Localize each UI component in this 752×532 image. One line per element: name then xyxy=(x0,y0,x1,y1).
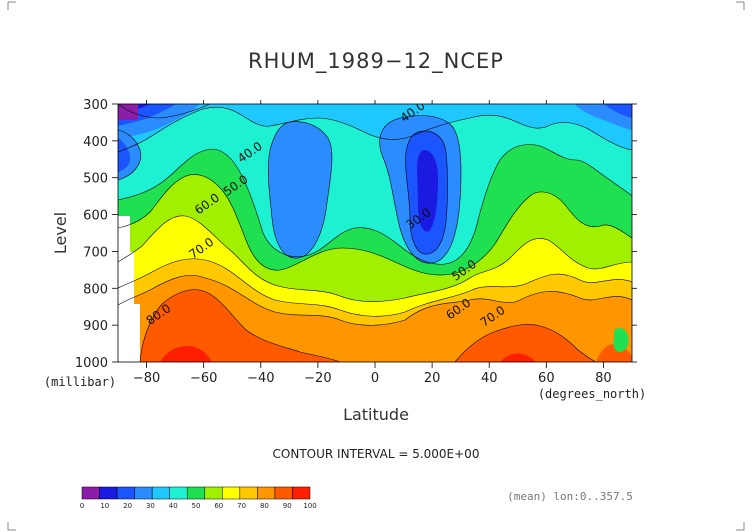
y-tick-label: 900 xyxy=(83,319,108,334)
colorbar-label: 90 xyxy=(283,502,292,510)
colorbar-swatch xyxy=(116,486,135,500)
colorbar-label: 60 xyxy=(214,502,223,510)
x-axis-label: Latitude xyxy=(343,405,409,424)
x-tick-label: −60 xyxy=(190,371,217,386)
colorbar-swatch xyxy=(81,486,100,500)
x-tick-label: −80 xyxy=(133,371,160,386)
y-tick-label: 400 xyxy=(83,135,108,150)
colorbar-label: 50 xyxy=(192,502,201,510)
y-tick-label: 1000 xyxy=(75,356,108,371)
x-tick-label: −20 xyxy=(304,371,331,386)
colorbar-swatch xyxy=(257,486,276,500)
y-axis-unit: (millibar) xyxy=(44,375,116,389)
x-axis-ticks: −80 −60 −40 −20 0 20 40 60 80 xyxy=(133,100,612,386)
colorbar-swatch xyxy=(151,486,170,500)
colorbar-swatch xyxy=(169,486,188,500)
colorbar-swatch xyxy=(134,486,153,500)
colorbar-label: 100 xyxy=(303,502,316,510)
chart-title: RHUM_1989−12_NCEP xyxy=(248,49,504,74)
contour-field: 40.040.050.060.070.030.050.060.0 70.080.0 xyxy=(118,104,632,362)
x-tick-label: 0 xyxy=(371,371,379,386)
x-tick-label: −40 xyxy=(247,371,274,386)
colorbar-swatch xyxy=(239,486,258,500)
y-tick-label: 600 xyxy=(83,209,108,224)
y-axis-label: Level xyxy=(51,212,70,254)
y-tick-label: 500 xyxy=(83,172,108,187)
x-tick-label: 60 xyxy=(538,371,555,386)
colorbar-label: 10 xyxy=(100,502,109,510)
contour-lines xyxy=(118,104,632,362)
colorbar-swatch xyxy=(222,486,241,500)
colorbar-swatch xyxy=(274,486,293,500)
y-tick-label: 800 xyxy=(83,282,108,297)
contour-interval: CONTOUR INTERVAL = 5.000E+00 xyxy=(273,447,480,461)
x-tick-label: 80 xyxy=(595,371,612,386)
y-tick-label: 700 xyxy=(83,245,108,260)
footer-note: (mean) lon:0..357.5 xyxy=(507,490,633,503)
colorbar-swatch xyxy=(204,486,223,500)
colorbar-label: 0 xyxy=(80,502,84,510)
x-tick-label: 20 xyxy=(424,371,441,386)
colorbar-label: 20 xyxy=(123,502,132,510)
x-tick-label: 40 xyxy=(481,371,498,386)
colorbar-swatch xyxy=(99,486,118,500)
y-axis-ticks: 300 400 500 600 700 800 900 1000 xyxy=(75,98,637,371)
colorbar-label: 40 xyxy=(169,502,178,510)
y-tick-label: 300 xyxy=(83,98,108,113)
colorbar-label: 30 xyxy=(146,502,155,510)
corner-marks xyxy=(7,1,745,531)
colorbar-label: 70 xyxy=(237,502,246,510)
colorbar-label: 80 xyxy=(260,502,269,510)
colorbar: 0 10 20 30 40 50 60 70 80 90 100 xyxy=(80,486,317,510)
colorbar-swatch xyxy=(292,486,311,500)
colorbar-swatch xyxy=(186,486,206,500)
x-axis-unit: (degrees_north) xyxy=(538,387,646,401)
